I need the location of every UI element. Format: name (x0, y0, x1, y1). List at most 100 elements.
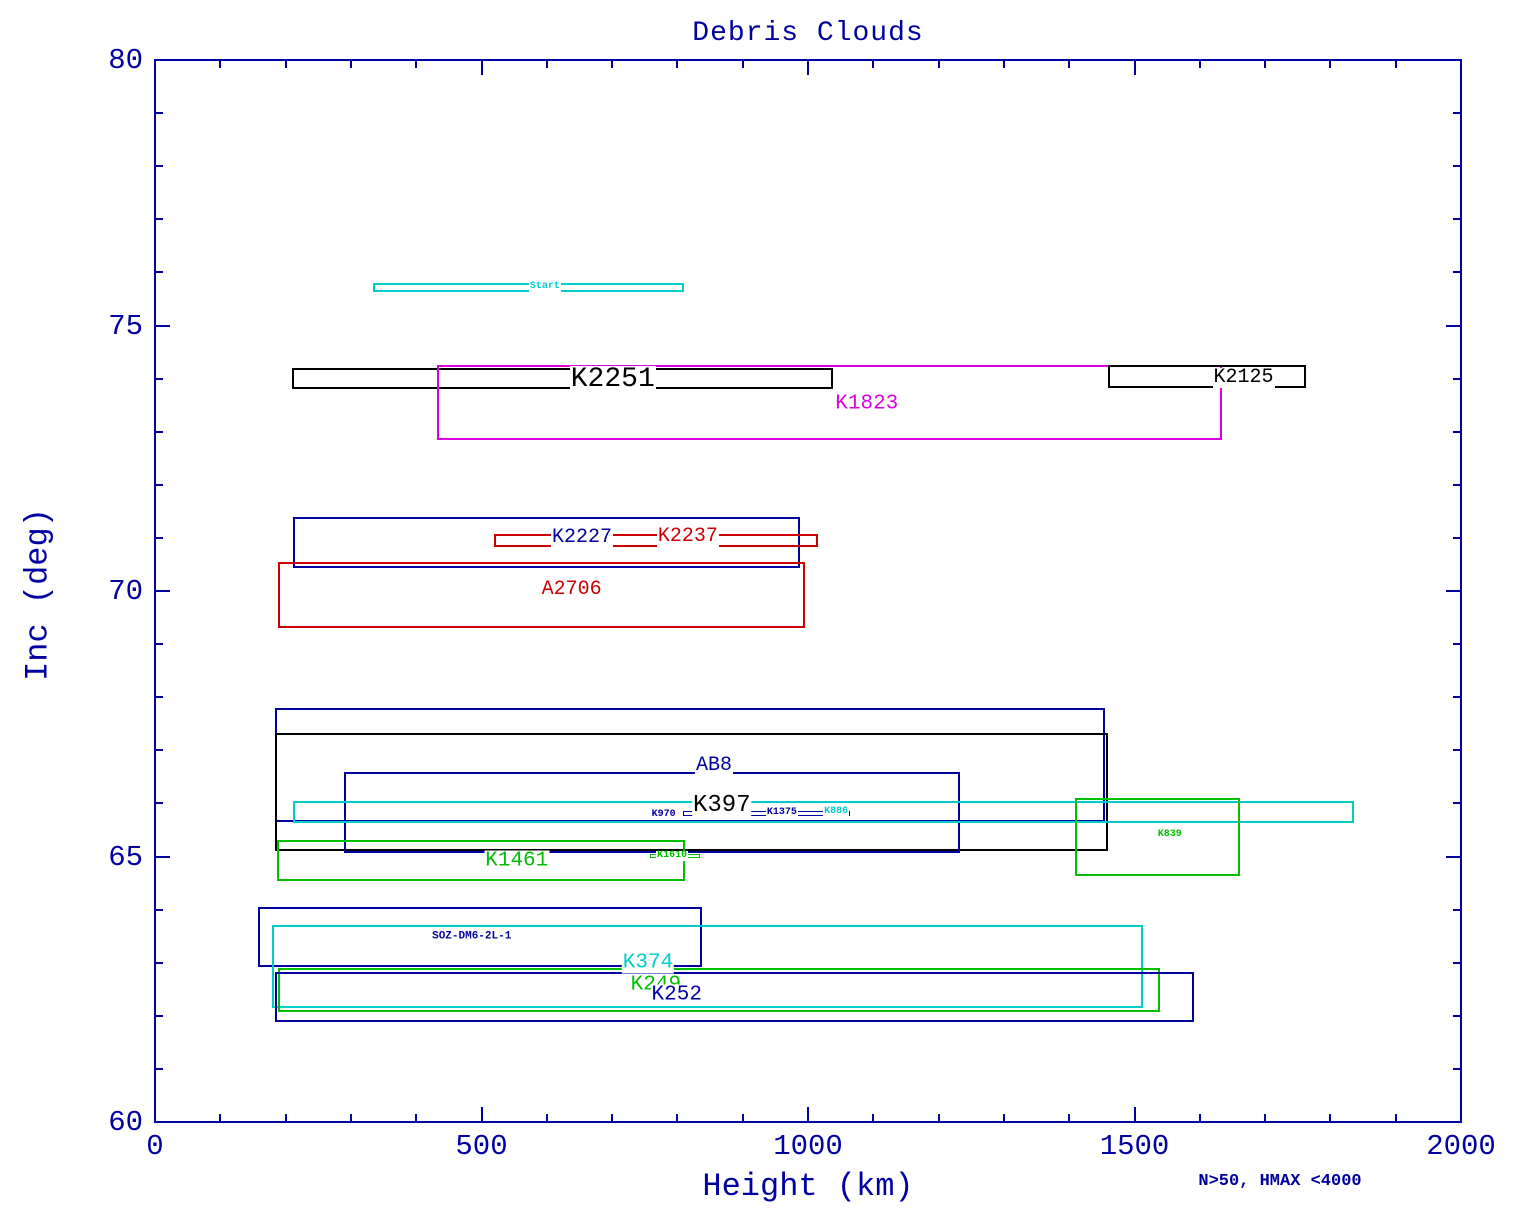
cloud-label-k397: K397 (691, 791, 752, 819)
y-tick-label: 60 (108, 1106, 143, 1139)
y-tick (155, 908, 163, 911)
cloud-box-k2125 (1107, 364, 1307, 389)
y-tick (155, 324, 170, 327)
y-tick (155, 643, 163, 646)
cloud-box-k839 (1075, 798, 1240, 877)
y-tick (1453, 271, 1461, 274)
y-tick-label: 65 (108, 840, 143, 874)
cloud-label-k374: K374 (621, 951, 675, 975)
x-tick (1198, 1114, 1201, 1122)
y-tick (1446, 590, 1461, 592)
x-tick (154, 60, 156, 75)
y-tick (1453, 908, 1461, 911)
x-tick (1068, 1114, 1071, 1122)
x-tick (480, 1107, 483, 1122)
x-tick (1329, 60, 1332, 68)
y-tick (1453, 218, 1461, 221)
y-tick (155, 377, 163, 380)
y-tick (155, 749, 163, 752)
x-tick (219, 1114, 222, 1122)
y-tick-label: 75 (108, 309, 143, 343)
x-tick (415, 60, 418, 68)
x-tick (1329, 1114, 1332, 1122)
cloud-box-k252 (275, 972, 1194, 1023)
cloud-label-ab8: AB8 (694, 754, 733, 778)
cloud-box-k1461 (277, 840, 685, 881)
cloud-box-k249 (277, 968, 1160, 1013)
y-tick (1453, 377, 1461, 380)
x-tick (807, 60, 809, 75)
x-tick (1264, 60, 1267, 68)
y-tick (155, 112, 163, 115)
cloud-box-start (373, 283, 684, 293)
cloud-box-k1823 (437, 364, 1222, 441)
y-tick-label: 80 (108, 44, 143, 77)
y-tick (155, 271, 163, 274)
y-tick (1446, 59, 1461, 61)
y-tick (1453, 696, 1461, 699)
cloud-label-a2706: A2706 (540, 577, 603, 601)
x-tick (611, 1114, 614, 1122)
chart-title: Debris Clouds (692, 18, 924, 49)
cloud-label-k2251: K2251 (569, 363, 656, 395)
y-tick (1453, 430, 1461, 433)
y-tick (1453, 112, 1461, 115)
x-tick (1198, 60, 1201, 68)
y-tick (1453, 165, 1461, 168)
cloud-label-k839: K839 (1156, 829, 1183, 841)
x-tick (676, 60, 679, 68)
y-tick (155, 961, 163, 964)
x-tick (1133, 60, 1136, 75)
y-tick (1446, 1121, 1461, 1123)
x-tick (676, 1114, 679, 1122)
x-tick (219, 60, 222, 68)
x-tick (1068, 60, 1071, 68)
x-tick (937, 60, 940, 68)
cloud-label-k886: K886 (823, 806, 850, 818)
y-tick (155, 855, 170, 858)
x-tick (349, 60, 352, 68)
y-tick (155, 430, 163, 433)
x-tick (1394, 1114, 1397, 1122)
cloud-label-start: Start (528, 281, 561, 293)
x-tick (1133, 1107, 1136, 1122)
cloud-box-k886 (292, 801, 1354, 824)
x-tick (1460, 1107, 1462, 1122)
y-tick (1453, 643, 1461, 646)
y-tick (1453, 749, 1461, 752)
y-tick (155, 483, 163, 486)
y-tick (1453, 483, 1461, 486)
cloud-box-k970 (343, 772, 961, 853)
x-tick (1264, 1114, 1267, 1122)
x-tick (872, 1114, 875, 1122)
y-tick (155, 590, 170, 592)
cloud-box-k374 (271, 924, 1143, 1008)
x-tick (741, 1114, 744, 1122)
cloud-box-k2237 (493, 534, 818, 547)
cloud-label-k252: K252 (650, 983, 703, 1007)
y-tick (1446, 855, 1461, 858)
cloud-label-k2227: K2227 (551, 525, 614, 549)
cloud-label-k2125: K2125 (1212, 365, 1275, 389)
x-tick (611, 60, 614, 68)
y-tick (155, 165, 163, 168)
cloud-label-k1823: K1823 (834, 392, 900, 416)
y-tick (155, 696, 163, 699)
x-tick (545, 1114, 548, 1122)
x-tick (1002, 60, 1005, 68)
y-tick (155, 218, 163, 221)
x-tick (1394, 60, 1397, 68)
x-tick-label: 2000 (1426, 1130, 1496, 1163)
x-tick (545, 60, 548, 68)
cloud-label-k1461: K1461 (484, 849, 550, 873)
x-tick (415, 1114, 418, 1122)
y-tick (155, 1014, 163, 1017)
x-tick (807, 1107, 809, 1122)
y-tick (155, 1121, 170, 1123)
y-tick (1453, 802, 1461, 805)
y-tick (155, 802, 163, 805)
y-tick (1446, 324, 1461, 327)
cloud-label-k970: K970 (650, 808, 677, 820)
cloud-label-k1610: K1610 (656, 849, 689, 861)
